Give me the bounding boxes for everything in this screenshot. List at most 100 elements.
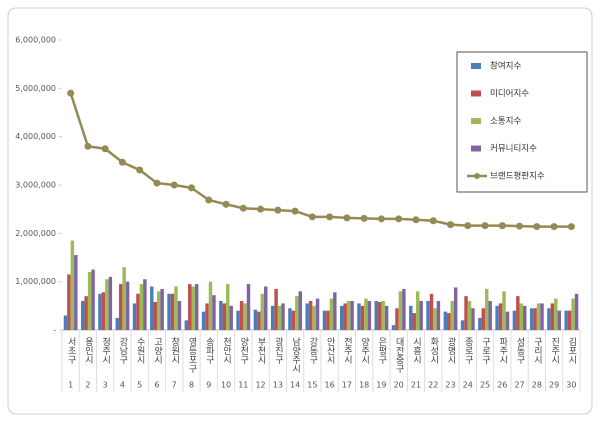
x-tick-label: 성동구	[515, 337, 525, 365]
line-marker	[274, 206, 282, 214]
x-tick-label: 양주시	[359, 337, 369, 364]
y-tick-label: 3,000,000	[15, 181, 56, 190]
line-marker	[377, 215, 385, 223]
x-tick-label: 광명시	[446, 336, 456, 364]
rank-label: 19	[376, 381, 386, 390]
bar	[519, 303, 524, 330]
rank-label: 7	[172, 381, 177, 390]
bar	[246, 284, 251, 330]
bar	[464, 296, 468, 330]
bar	[547, 308, 551, 330]
bar	[554, 298, 558, 330]
legend-swatch	[474, 173, 480, 179]
bar	[184, 320, 189, 330]
bar	[409, 305, 413, 330]
bar	[505, 311, 510, 330]
bar	[450, 301, 454, 330]
line-marker	[343, 214, 351, 222]
x-tick-label: 진주시	[549, 337, 559, 364]
bar	[118, 284, 123, 330]
rank-label: 11	[238, 381, 248, 390]
line-marker	[257, 205, 265, 213]
bar	[485, 288, 489, 330]
line-marker	[239, 204, 247, 212]
rank-label: 25	[480, 381, 490, 390]
line-marker	[291, 207, 299, 215]
bar	[298, 291, 303, 330]
rank-label: 26	[497, 381, 507, 390]
bar	[315, 298, 320, 330]
rank-label: 17	[342, 381, 352, 390]
line-marker	[481, 222, 489, 230]
line-marker	[567, 223, 575, 231]
line-marker	[412, 216, 420, 224]
bar	[257, 311, 261, 330]
bar	[567, 310, 572, 330]
bar	[226, 284, 230, 330]
rank-label: 6	[154, 381, 159, 390]
bar	[260, 293, 265, 330]
bar	[63, 315, 68, 330]
x-tick-label: 김포시	[566, 336, 576, 364]
x-tick-label: 부천시	[256, 337, 266, 364]
y-tick-label: 1,000,000	[15, 277, 56, 286]
bar	[395, 308, 399, 330]
bar	[308, 301, 313, 330]
y-tick-label: 4,000,000	[15, 132, 56, 141]
rank-label: 4	[120, 381, 125, 390]
x-tick-label: 파주시	[497, 337, 507, 364]
bar	[291, 310, 296, 330]
bar	[419, 301, 423, 330]
bar	[523, 305, 527, 330]
bar	[564, 310, 568, 330]
rank-label: 23	[445, 381, 455, 390]
bar	[108, 276, 113, 330]
bar	[333, 292, 337, 330]
x-tick-label: 강남구	[117, 337, 127, 365]
bar	[350, 301, 354, 330]
bar	[339, 305, 344, 330]
bar	[374, 301, 378, 330]
rank-label: 30	[566, 381, 576, 390]
x-tick-label: 고양시	[152, 337, 162, 364]
y-tick-label: 6,000,000	[15, 36, 56, 45]
legend-swatch	[471, 90, 481, 97]
y-tick-label: 2,000,000	[15, 229, 56, 238]
bar	[205, 303, 209, 330]
bar	[150, 286, 154, 330]
bar	[67, 274, 71, 330]
bar	[329, 298, 334, 330]
bar	[243, 303, 247, 330]
x-tick-label: 강동구	[307, 337, 317, 365]
bar	[281, 303, 285, 330]
bar	[132, 303, 137, 330]
x-tick-label: 전주시	[342, 337, 352, 364]
bar	[495, 305, 499, 330]
legend-swatch	[471, 118, 481, 124]
rank-label: 16	[325, 381, 335, 390]
bar	[74, 255, 78, 330]
rank-label: 5	[137, 381, 142, 390]
rank-label: 9	[206, 381, 211, 390]
bar	[188, 284, 192, 330]
rank-label: 22	[428, 381, 438, 390]
bar	[550, 303, 555, 330]
legend-swatch	[471, 145, 481, 152]
bar	[415, 291, 420, 330]
rank-label: 1	[68, 381, 73, 390]
bar	[326, 310, 330, 330]
y-tick-label: 5,000,000	[15, 84, 56, 93]
line-marker	[308, 213, 316, 221]
bar	[143, 279, 147, 330]
bar	[412, 313, 416, 330]
bar	[460, 320, 465, 330]
bar	[453, 287, 458, 330]
bar	[516, 296, 520, 330]
x-tick-label: 창원시	[169, 337, 179, 364]
bar	[125, 281, 130, 330]
x-tick-label: 광진구	[273, 336, 283, 365]
x-tick-label: 천안시	[221, 337, 231, 364]
bar	[177, 301, 182, 330]
bar	[222, 303, 227, 330]
line-marker	[170, 181, 178, 189]
